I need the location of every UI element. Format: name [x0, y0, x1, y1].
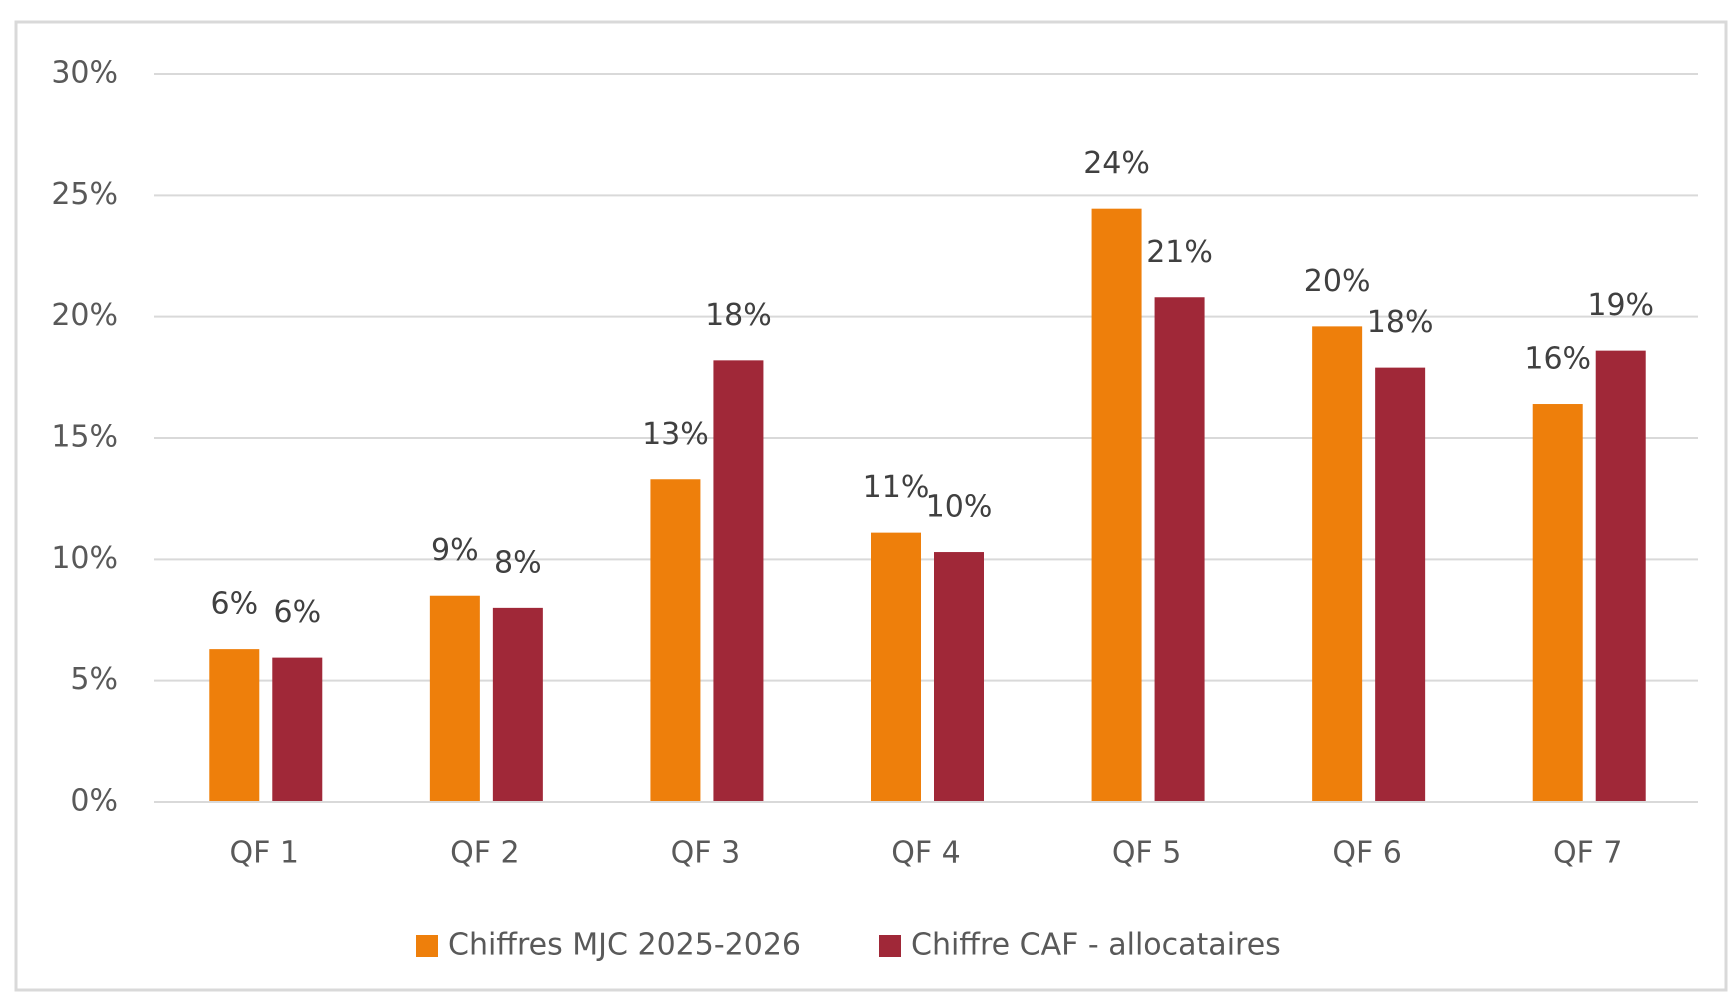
bar	[1312, 326, 1363, 802]
bar	[492, 607, 543, 802]
x-tick-label: QF 7	[1553, 836, 1623, 871]
bar	[650, 479, 701, 802]
bar	[1091, 208, 1142, 802]
bar	[934, 552, 984, 802]
bar	[713, 360, 764, 802]
data-label: 19%	[1587, 288, 1654, 323]
legend-label: Chiffre CAF - allocataires	[911, 928, 1281, 963]
data-label: 8%	[494, 545, 542, 580]
data-label: 20%	[1304, 264, 1371, 299]
data-label: 10%	[926, 490, 993, 525]
x-tick-label: QF 3	[671, 836, 741, 871]
legend-label: Chiffres MJC 2025-2026	[448, 928, 801, 963]
data-label: 18%	[1367, 305, 1434, 340]
data-label: 21%	[1146, 235, 1213, 270]
bar	[272, 657, 323, 802]
data-label: 9%	[431, 533, 479, 568]
data-label: 6%	[273, 595, 321, 630]
bar	[871, 532, 921, 802]
legend-swatch	[416, 935, 438, 957]
bar	[1595, 350, 1646, 802]
data-label: 6%	[210, 587, 258, 622]
data-label: 24%	[1083, 146, 1150, 181]
y-tick-label: 25%	[51, 177, 118, 212]
y-tick-label: 20%	[51, 298, 118, 333]
y-tick-label: 5%	[70, 662, 118, 697]
data-label: 18%	[705, 298, 772, 333]
bar	[1375, 367, 1426, 802]
x-tick-label: QF 6	[1332, 836, 1402, 871]
data-label: 11%	[863, 470, 930, 505]
bar	[429, 595, 480, 802]
bar	[1532, 404, 1583, 802]
data-label: 16%	[1524, 342, 1591, 377]
y-tick-label: 10%	[51, 541, 118, 576]
x-tick-label: QF 4	[891, 836, 961, 871]
data-label: 13%	[642, 417, 709, 452]
y-tick-label: 0%	[70, 784, 118, 819]
bar	[1154, 297, 1205, 802]
x-tick-label: QF 1	[230, 836, 300, 871]
x-tick-label: QF 2	[450, 836, 520, 871]
legend-swatch	[879, 935, 901, 957]
x-tick-label: QF 5	[1112, 836, 1182, 871]
chart-frame	[14, 20, 1728, 992]
bar	[209, 649, 260, 802]
y-tick-label: 30%	[51, 56, 118, 91]
y-tick-label: 15%	[51, 420, 118, 455]
